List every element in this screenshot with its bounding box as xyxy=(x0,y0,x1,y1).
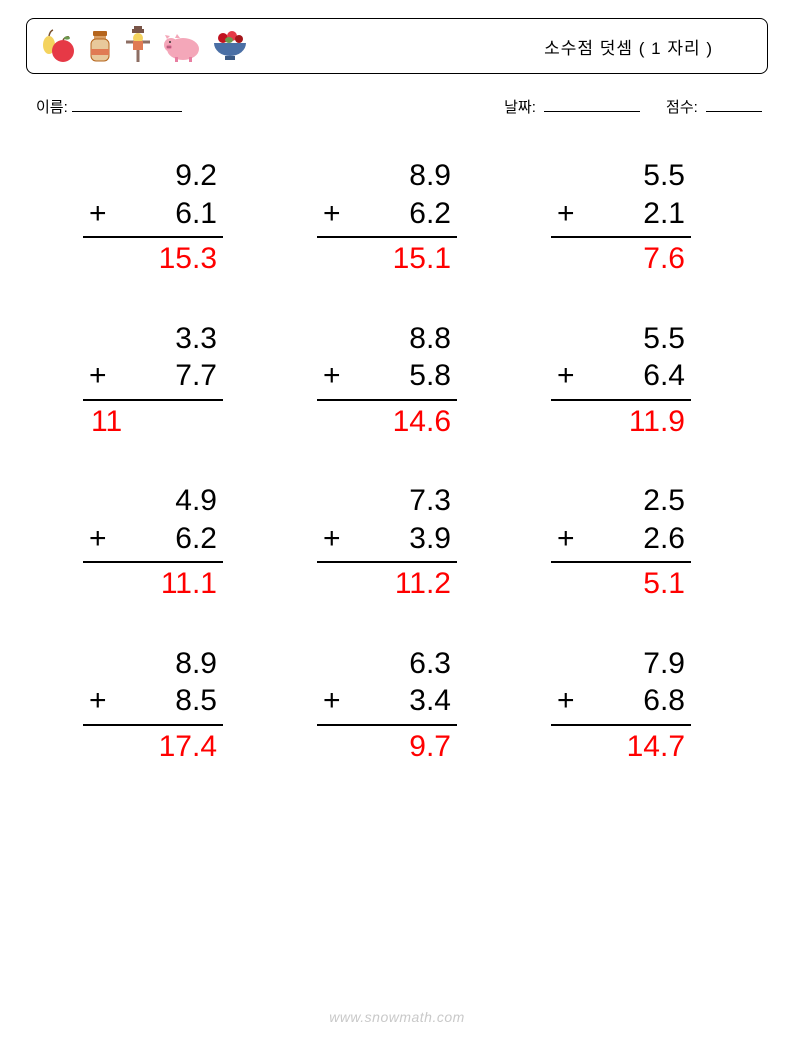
jar-icon xyxy=(85,27,115,65)
addend-row: +6.2 xyxy=(83,520,223,558)
plus-sign: + xyxy=(317,195,341,233)
plus-sign: + xyxy=(317,357,341,395)
date-label: 날짜: xyxy=(504,99,536,116)
answer: 11.1 xyxy=(83,563,223,603)
answer: 15.1 xyxy=(317,238,457,278)
plus-sign: + xyxy=(317,520,341,558)
answer: 14.6 xyxy=(317,401,457,441)
name-label: 이름: xyxy=(36,96,68,117)
addend-a: 5.5 xyxy=(623,157,691,195)
addend-a: 3.3 xyxy=(155,320,223,358)
date-blank[interactable] xyxy=(544,98,640,112)
answer: 17.4 xyxy=(83,726,223,766)
answer: 5.1 xyxy=(551,563,691,603)
plus-sign: + xyxy=(83,195,107,233)
problems-grid: 9.2+6.115.38.9+6.215.15.5+2.17.63.3+7.71… xyxy=(26,157,768,765)
score-blank[interactable] xyxy=(706,98,762,112)
footer-link: www.snowmath.com xyxy=(0,1009,794,1025)
name-blank[interactable] xyxy=(72,98,182,112)
problem: 8.8+5.814.6 xyxy=(317,320,457,441)
addend-row: +7.7 xyxy=(83,357,223,395)
answer: 11 xyxy=(83,401,223,441)
addend-row: +6.8 xyxy=(551,682,691,720)
answer: 11.2 xyxy=(317,563,457,603)
header-icons-row xyxy=(41,19,249,73)
addend-b: 2.1 xyxy=(575,195,685,233)
problem: 6.3+3.49.7 xyxy=(317,645,457,766)
addend-a: 9.2 xyxy=(155,157,223,195)
answer: 9.7 xyxy=(317,726,457,766)
addend-b: 7.7 xyxy=(107,357,217,395)
addend-b: 5.8 xyxy=(341,357,451,395)
plus-sign: + xyxy=(551,520,575,558)
addend-a: 7.3 xyxy=(389,482,457,520)
addend-a: 2.5 xyxy=(623,482,691,520)
header-box: 소수점 덧셈 ( 1 자리 ) xyxy=(26,18,768,74)
answer: 14.7 xyxy=(551,726,691,766)
plus-sign: + xyxy=(83,520,107,558)
addend-b: 6.1 xyxy=(107,195,217,233)
problem: 5.5+6.411.9 xyxy=(551,320,691,441)
answer: 11.9 xyxy=(551,401,691,441)
addend-b: 6.2 xyxy=(107,520,217,558)
plus-sign: + xyxy=(551,682,575,720)
addend-row: +5.8 xyxy=(317,357,457,395)
date-field: 날짜: xyxy=(504,96,640,117)
plus-sign: + xyxy=(551,195,575,233)
addend-b: 2.6 xyxy=(575,520,685,558)
addend-row: +6.1 xyxy=(83,195,223,233)
info-row: 이름: 날짜: 점수: xyxy=(26,96,768,117)
addend-b: 6.2 xyxy=(341,195,451,233)
problem: 2.5+2.65.1 xyxy=(551,482,691,603)
problem: 7.3+3.911.2 xyxy=(317,482,457,603)
addend-a: 6.3 xyxy=(389,645,457,683)
problem: 8.9+6.215.1 xyxy=(317,157,457,278)
plus-sign: + xyxy=(317,682,341,720)
addend-row: +3.4 xyxy=(317,682,457,720)
addend-b: 3.9 xyxy=(341,520,451,558)
answer: 7.6 xyxy=(551,238,691,278)
score-field: 점수: xyxy=(666,96,762,117)
scarecrow-icon xyxy=(123,26,153,66)
addend-row: +3.9 xyxy=(317,520,457,558)
addend-row: +6.2 xyxy=(317,195,457,233)
addend-a: 8.9 xyxy=(155,645,223,683)
addend-row: +2.6 xyxy=(551,520,691,558)
addend-a: 8.8 xyxy=(389,320,457,358)
addend-a: 4.9 xyxy=(155,482,223,520)
addend-a: 8.9 xyxy=(389,157,457,195)
addend-a: 5.5 xyxy=(623,320,691,358)
addend-row: +8.5 xyxy=(83,682,223,720)
addend-b: 6.8 xyxy=(575,682,685,720)
addend-b: 8.5 xyxy=(107,682,217,720)
answer: 15.3 xyxy=(83,238,223,278)
pear-apple-icon xyxy=(41,27,77,65)
addend-a: 7.9 xyxy=(623,645,691,683)
addend-row: +2.1 xyxy=(551,195,691,233)
addend-row: +6.4 xyxy=(551,357,691,395)
problem: 9.2+6.115.3 xyxy=(83,157,223,278)
problem: 5.5+2.17.6 xyxy=(551,157,691,278)
score-label: 점수: xyxy=(666,99,698,116)
bowl-icon xyxy=(211,29,249,63)
addend-b: 3.4 xyxy=(341,682,451,720)
pig-icon xyxy=(161,29,203,63)
problem: 4.9+6.211.1 xyxy=(83,482,223,603)
problem: 3.3+7.711 xyxy=(83,320,223,441)
plus-sign: + xyxy=(83,682,107,720)
plus-sign: + xyxy=(83,357,107,395)
problem: 8.9+8.517.4 xyxy=(83,645,223,766)
problem: 7.9+6.814.7 xyxy=(551,645,691,766)
worksheet-page: 소수점 덧셈 ( 1 자리 ) 이름: 날짜: 점수: 9.2+6.115.38… xyxy=(0,0,794,1053)
worksheet-title: 소수점 덧셈 ( 1 자리 ) xyxy=(544,34,753,59)
addend-b: 6.4 xyxy=(575,357,685,395)
name-field: 이름: xyxy=(36,96,182,117)
plus-sign: + xyxy=(551,357,575,395)
